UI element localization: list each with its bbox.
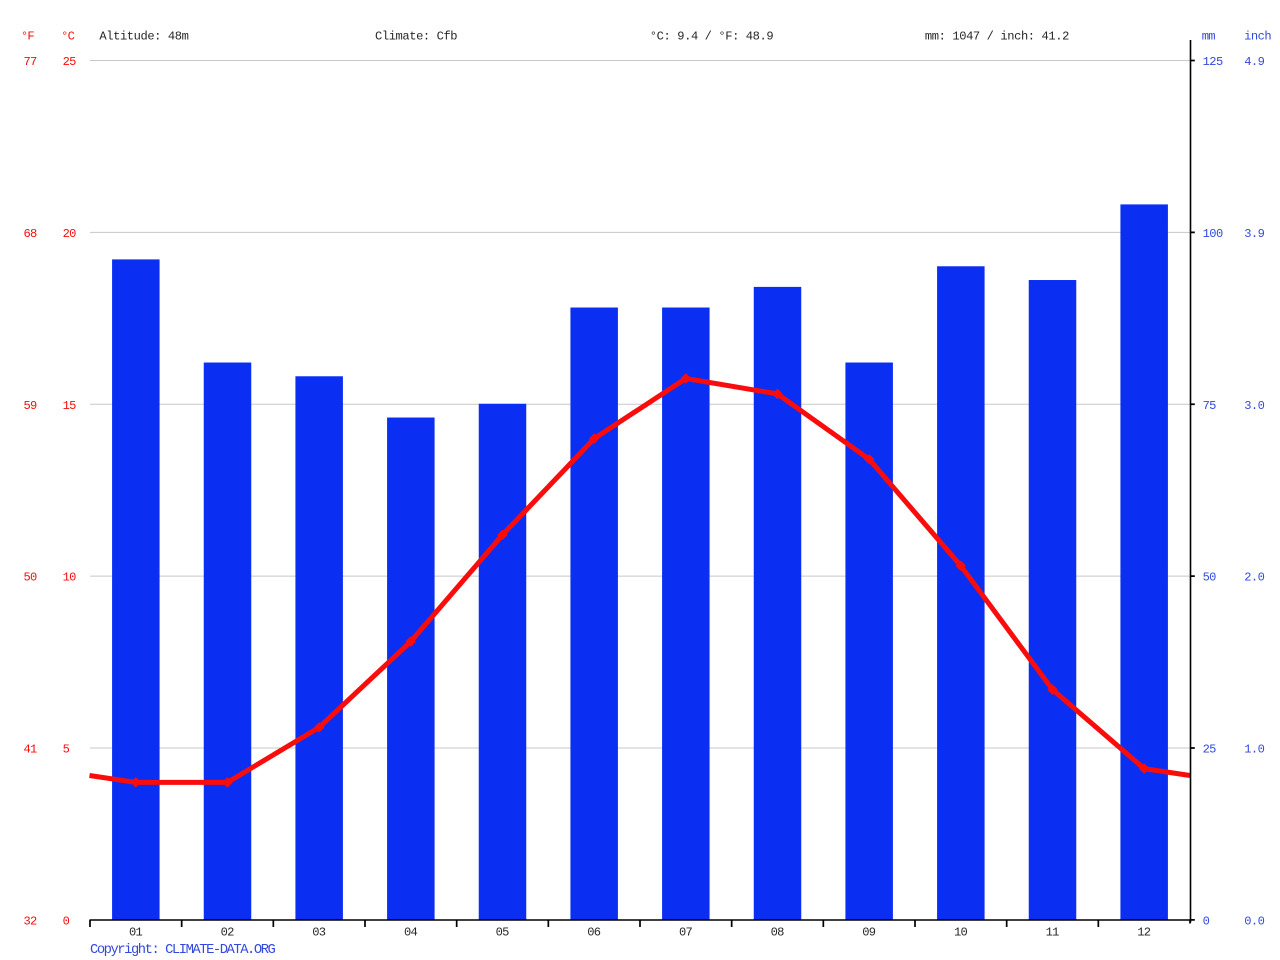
svg-text:4.9: 4.9 [1244,55,1265,69]
svg-text:06: 06 [587,926,601,940]
svg-text:°F: °F [21,29,35,43]
svg-text:0.0: 0.0 [1244,914,1265,928]
svg-text:100: 100 [1203,227,1224,241]
svg-text:25: 25 [63,55,77,69]
svg-text:50: 50 [1203,571,1217,585]
svg-text:10: 10 [954,926,968,940]
svg-text:125: 125 [1203,55,1224,69]
svg-text:07: 07 [679,926,693,940]
svg-text:10: 10 [63,571,77,585]
svg-text:Climate: Cfb: Climate: Cfb [375,29,458,43]
svg-text:05: 05 [496,926,510,940]
svg-text:68: 68 [24,227,38,241]
svg-text:Altitude: 48m: Altitude: 48m [99,29,188,43]
svg-text:50: 50 [24,571,38,585]
svg-text:Copyright: CLIMATE-DATA.ORG: Copyright: CLIMATE-DATA.ORG [90,942,276,958]
svg-text:12: 12 [1137,926,1151,940]
svg-text:5: 5 [63,743,70,757]
svg-text:3.0: 3.0 [1244,399,1265,413]
svg-text:59: 59 [24,399,38,413]
svg-text:77: 77 [24,55,38,69]
svg-text:09: 09 [862,926,876,940]
svg-text:08: 08 [771,926,785,940]
svg-text:1.0: 1.0 [1244,743,1265,757]
svg-text:15: 15 [63,399,77,413]
svg-text:20: 20 [63,227,77,241]
svg-text:°C: °C [61,29,75,43]
svg-text:32: 32 [24,914,38,928]
svg-text:mm: 1047 / inch: 41.2: mm: 1047 / inch: 41.2 [925,29,1069,43]
svg-text:02: 02 [221,926,235,940]
svg-text:01: 01 [129,926,143,940]
svg-text:03: 03 [312,926,326,940]
svg-text:75: 75 [1203,399,1217,413]
svg-text:°C: 9.4 / °F: 48.9: °C: 9.4 / °F: 48.9 [650,29,774,43]
svg-text:2.0: 2.0 [1244,571,1265,585]
svg-text:25: 25 [1203,743,1217,757]
svg-text:inch: inch [1244,29,1272,43]
svg-text:04: 04 [404,926,418,940]
svg-text:0: 0 [1203,914,1210,928]
svg-text:41: 41 [24,743,38,757]
svg-text:0: 0 [63,914,70,928]
svg-text:3.9: 3.9 [1244,227,1265,241]
svg-text:mm: mm [1202,29,1216,43]
svg-text:11: 11 [1046,926,1060,940]
